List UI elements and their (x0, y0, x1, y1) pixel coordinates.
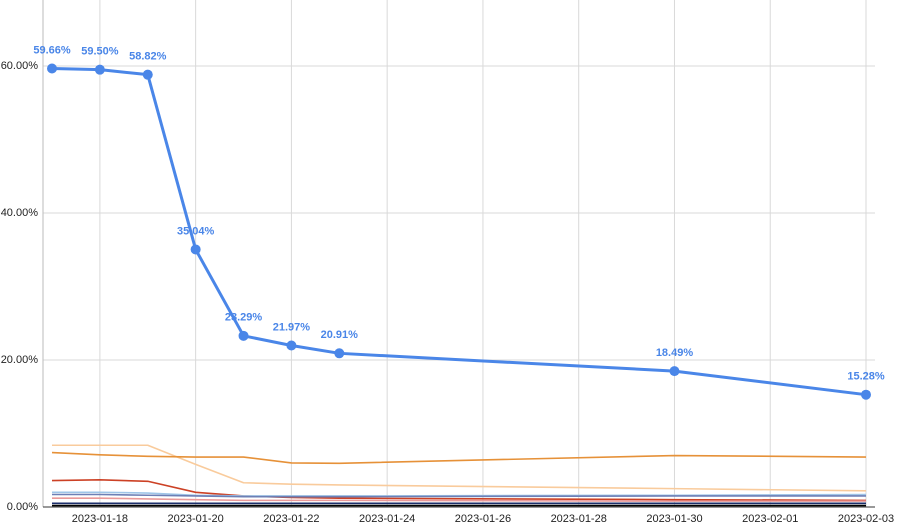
x-tick-label: 2023-02-03 (838, 513, 894, 525)
data-label: 18.49% (656, 347, 694, 359)
data-point (47, 63, 57, 74)
data-point (238, 330, 249, 341)
data-label: 35.04% (177, 225, 215, 237)
series-line (51, 66, 867, 397)
data-label: 59.50% (81, 46, 119, 58)
x-tick-label: 2023-01-22 (263, 513, 319, 525)
data-label: 58.82% (129, 51, 167, 63)
data-point (286, 340, 297, 351)
data-point (861, 389, 871, 400)
data-label: 20.91% (321, 329, 359, 341)
y-tick-label: 60.00% (1, 60, 39, 72)
data-point (190, 244, 201, 255)
x-tick-label: 2023-01-24 (359, 513, 415, 525)
data-point (94, 64, 105, 75)
series-line (52, 497, 866, 502)
series-line (52, 444, 867, 492)
data-label: 21.97% (273, 321, 311, 333)
data-label: 23.29% (225, 312, 263, 324)
y-tick-label: 0.00% (7, 501, 38, 513)
x-tick-label: 2023-02-01 (742, 513, 798, 525)
x-tick-label: 2023-01-30 (646, 513, 702, 525)
x-tick-label: 2023-01-20 (168, 513, 224, 525)
x-tick-label: 2023-01-26 (455, 513, 511, 525)
data-label: 59.66% (33, 44, 71, 56)
series-line (52, 493, 866, 498)
data-point (334, 348, 345, 359)
x-tick-label: 2023-01-18 (72, 513, 128, 525)
series-line (51, 451, 867, 465)
y-tick-label: 20.00% (1, 354, 39, 366)
data-point (669, 366, 680, 377)
data-label: 15.28% (847, 371, 885, 383)
x-tick-label: 2023-01-28 (551, 513, 607, 525)
data-point (142, 69, 153, 80)
y-tick-label: 40.00% (1, 207, 39, 219)
